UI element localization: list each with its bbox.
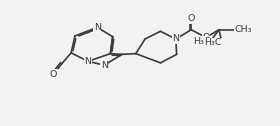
Text: O: O — [188, 14, 195, 23]
Text: H₃C: H₃C — [193, 37, 211, 46]
Text: O: O — [50, 70, 57, 79]
Text: N: N — [85, 57, 92, 66]
Text: N: N — [172, 35, 179, 43]
Text: N: N — [94, 23, 101, 32]
Text: CH₃: CH₃ — [234, 25, 252, 34]
Text: O: O — [202, 33, 209, 42]
Text: H₃C: H₃C — [204, 38, 222, 47]
Text: N: N — [101, 61, 108, 70]
